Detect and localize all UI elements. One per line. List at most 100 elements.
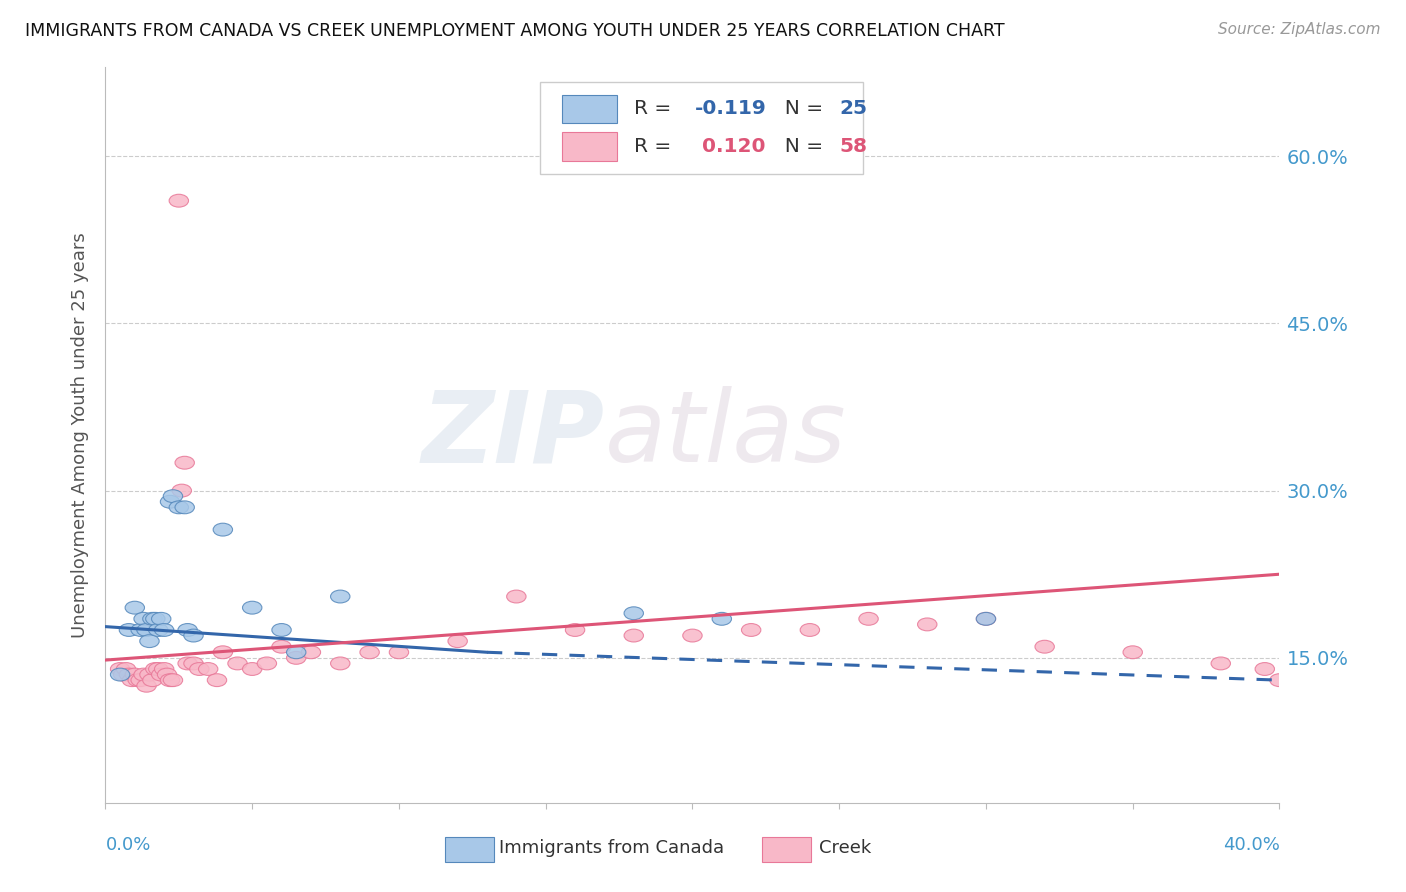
- Ellipse shape: [228, 657, 247, 670]
- Point: [799, 623, 821, 637]
- Point: [211, 523, 233, 537]
- Ellipse shape: [711, 613, 731, 625]
- Point: [173, 456, 195, 470]
- Point: [138, 634, 160, 648]
- Ellipse shape: [190, 663, 209, 675]
- Ellipse shape: [117, 663, 136, 675]
- Point: [129, 673, 152, 687]
- Text: 25: 25: [839, 100, 868, 119]
- Point: [135, 679, 157, 693]
- Point: [299, 645, 322, 659]
- Point: [974, 612, 997, 626]
- Point: [127, 673, 149, 687]
- Point: [156, 667, 179, 681]
- Point: [150, 612, 173, 626]
- Ellipse shape: [389, 646, 409, 658]
- Ellipse shape: [174, 457, 194, 469]
- Text: 40.0%: 40.0%: [1223, 836, 1279, 854]
- Ellipse shape: [155, 624, 174, 636]
- Ellipse shape: [287, 651, 307, 665]
- Text: 58: 58: [839, 136, 868, 156]
- Point: [974, 612, 997, 626]
- Ellipse shape: [125, 668, 145, 681]
- FancyBboxPatch shape: [762, 838, 811, 863]
- Point: [176, 623, 198, 637]
- Point: [143, 662, 166, 676]
- Ellipse shape: [134, 668, 153, 681]
- Text: 0.120: 0.120: [695, 136, 765, 156]
- Ellipse shape: [155, 663, 174, 675]
- Point: [132, 667, 155, 681]
- Ellipse shape: [207, 673, 226, 687]
- Ellipse shape: [624, 607, 644, 620]
- Ellipse shape: [214, 524, 232, 536]
- Ellipse shape: [214, 646, 232, 658]
- Point: [115, 662, 138, 676]
- Ellipse shape: [146, 663, 165, 675]
- Point: [505, 590, 527, 604]
- Point: [176, 657, 198, 671]
- Ellipse shape: [139, 668, 159, 681]
- Ellipse shape: [114, 668, 132, 681]
- Ellipse shape: [120, 668, 139, 681]
- Point: [162, 489, 184, 503]
- Ellipse shape: [800, 624, 820, 636]
- Ellipse shape: [172, 484, 191, 497]
- Ellipse shape: [169, 501, 188, 514]
- Point: [148, 623, 170, 637]
- Point: [710, 612, 733, 626]
- Ellipse shape: [184, 657, 204, 670]
- Point: [159, 673, 181, 687]
- Point: [285, 651, 308, 665]
- Point: [135, 623, 157, 637]
- Ellipse shape: [134, 613, 153, 625]
- Point: [917, 617, 939, 632]
- Point: [240, 662, 263, 676]
- Point: [226, 657, 249, 671]
- Point: [1209, 657, 1232, 671]
- Ellipse shape: [271, 640, 291, 653]
- Point: [150, 667, 173, 681]
- Point: [1033, 640, 1056, 654]
- Ellipse shape: [271, 624, 291, 636]
- Text: Immigrants from Canada: Immigrants from Canada: [499, 839, 724, 857]
- Ellipse shape: [174, 501, 194, 514]
- Ellipse shape: [152, 613, 172, 625]
- Ellipse shape: [287, 646, 307, 658]
- Ellipse shape: [160, 673, 180, 687]
- Text: IMMIGRANTS FROM CANADA VS CREEK UNEMPLOYMENT AMONG YOUTH UNDER 25 YEARS CORRELAT: IMMIGRANTS FROM CANADA VS CREEK UNEMPLOY…: [25, 22, 1005, 40]
- Ellipse shape: [1270, 673, 1289, 687]
- Point: [270, 623, 292, 637]
- Ellipse shape: [111, 668, 129, 681]
- Ellipse shape: [976, 613, 995, 625]
- Point: [167, 500, 190, 515]
- Ellipse shape: [149, 624, 167, 636]
- Ellipse shape: [179, 624, 197, 636]
- Text: N =: N =: [772, 100, 830, 119]
- Point: [388, 645, 411, 659]
- Point: [170, 483, 193, 498]
- Ellipse shape: [330, 657, 350, 670]
- Ellipse shape: [1211, 657, 1230, 670]
- Point: [118, 667, 141, 681]
- Ellipse shape: [1123, 646, 1143, 658]
- Ellipse shape: [139, 635, 159, 648]
- Text: ZIP: ZIP: [422, 386, 605, 483]
- Ellipse shape: [565, 624, 585, 636]
- Text: Creek: Creek: [820, 839, 872, 857]
- Text: N =: N =: [772, 136, 830, 156]
- Point: [205, 673, 228, 687]
- Point: [138, 667, 160, 681]
- Point: [124, 667, 146, 681]
- Point: [188, 662, 211, 676]
- Ellipse shape: [242, 663, 262, 675]
- Point: [270, 640, 292, 654]
- Ellipse shape: [152, 668, 172, 681]
- Ellipse shape: [157, 668, 177, 681]
- Point: [108, 667, 131, 681]
- Ellipse shape: [976, 613, 995, 625]
- Text: atlas: atlas: [605, 386, 846, 483]
- Point: [1254, 662, 1277, 676]
- Text: Source: ZipAtlas.com: Source: ZipAtlas.com: [1218, 22, 1381, 37]
- Ellipse shape: [198, 663, 218, 675]
